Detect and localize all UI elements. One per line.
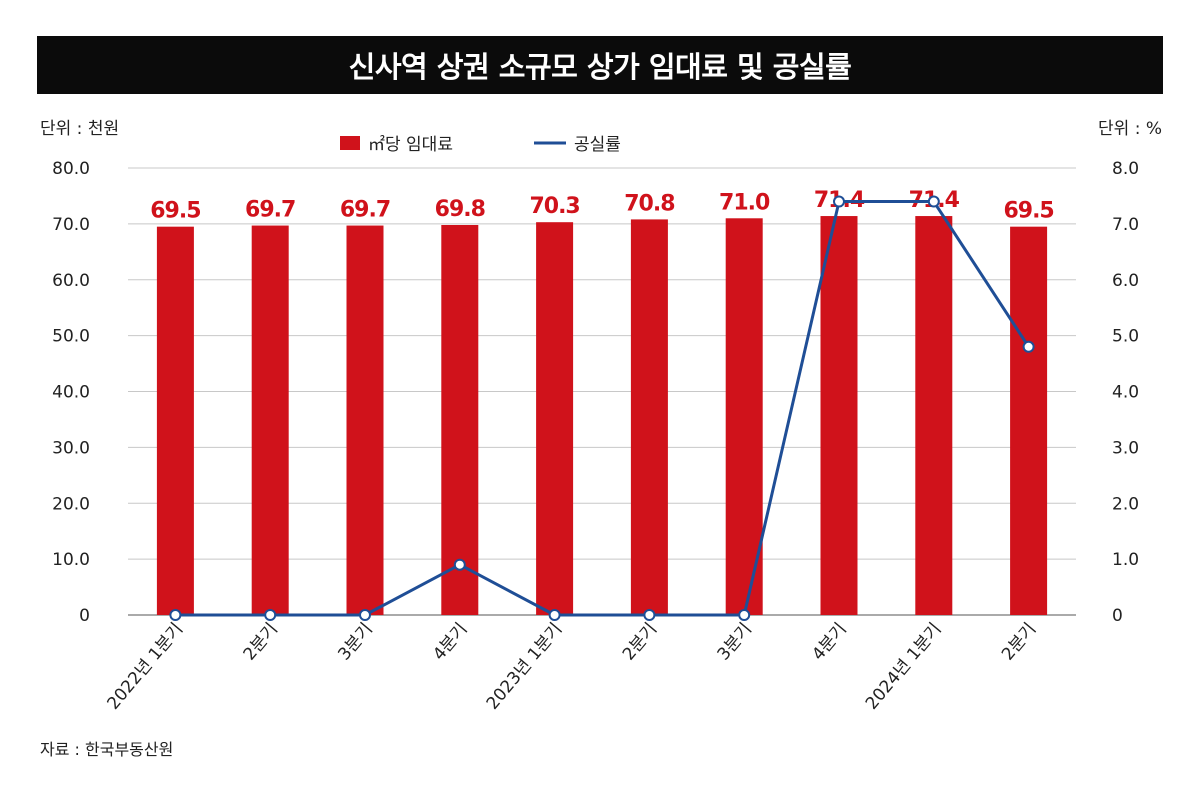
rent-bar: [346, 225, 384, 615]
left-tick-label: 50.0: [52, 327, 90, 347]
rent-data-label: 69.7: [245, 198, 295, 223]
legend-bar-swatch: [340, 136, 360, 150]
right-axis-ticks: 0 1.0 2.0 3.0 4.0 5.0 6.0 7.0 8.0: [1112, 159, 1139, 626]
left-tick-label: 70.0: [52, 215, 90, 235]
chart-title: 신사역 상권 소규모 상가 임대료 및 공실률: [348, 50, 852, 84]
rent-data-label: 69.5: [150, 199, 200, 224]
right-tick-label: 2.0: [1112, 494, 1139, 514]
right-tick-label: 0: [1112, 606, 1123, 626]
x-tick-label: 2분기: [619, 619, 661, 664]
left-axis-ticks: 0 10.0 20.0 30.0 40.0 50.0 60.0 70.0 80.0: [52, 159, 90, 626]
vacancy-point: [833, 195, 845, 208]
rent-data-label: 71.0: [719, 190, 770, 215]
rent-bar: [156, 226, 194, 615]
x-tick-label: 3분기: [334, 619, 376, 664]
x-tick-label: 2분기: [998, 619, 1040, 664]
vacancy-line: [175, 200, 1030, 617]
rent-data-label: 70.3: [529, 194, 579, 219]
x-tick-label: 2023년 1분기: [483, 619, 567, 713]
left-tick-label: 60.0: [52, 271, 90, 291]
rent-bar: [915, 216, 953, 616]
vacancy-point: [548, 609, 561, 621]
right-tick-label: 8.0: [1112, 159, 1139, 179]
right-tick-label: 3.0: [1112, 438, 1139, 458]
x-tick-label: 4분기: [808, 619, 850, 664]
vacancy-point: [738, 609, 751, 621]
rent-bar: [251, 225, 289, 615]
rent-bar: [536, 222, 574, 616]
left-tick-label: 20.0: [52, 494, 90, 514]
left-tick-label: 10.0: [52, 550, 90, 570]
right-tick-label: 6.0: [1112, 271, 1139, 291]
x-tick-label: 4분기: [429, 619, 471, 664]
right-tick-label: 5.0: [1112, 327, 1139, 347]
vacancy-point: [1022, 340, 1035, 353]
legend-bar-label: ㎡당 임대료: [368, 135, 453, 155]
right-tick-label: 7.0: [1112, 215, 1139, 235]
x-tick-label: 2024년 1분기: [862, 619, 946, 713]
x-tick-label: 2분기: [240, 619, 282, 664]
chart-title-bar: 신사역 상권 소규모 상가 임대료 및 공실률: [37, 36, 1163, 94]
source-note: 자료 : 한국부동산원: [40, 740, 174, 759]
left-tick-label: 40.0: [52, 383, 90, 403]
right-tick-label: 4.0: [1112, 383, 1139, 403]
vacancy-point: [927, 195, 940, 208]
rent-bar: [1010, 226, 1048, 615]
rent-bars: [156, 216, 1048, 616]
left-tick-label: 0: [79, 606, 90, 626]
vacancy-point: [169, 609, 182, 621]
vacancy-point: [453, 558, 466, 571]
rent-bar: [820, 216, 858, 616]
vacancy-point: [264, 609, 277, 621]
rent-data-label: 69.5: [1003, 199, 1053, 224]
x-axis-labels: 2022년 1분기 2분기 3분기 4분기 2023년 1분기 2분기 3분기 4분기 2024…: [104, 619, 1041, 713]
rent-bar: [725, 218, 763, 615]
right-tick-label: 1.0: [1112, 550, 1139, 570]
right-axis-unit: 단위 : %: [1098, 119, 1162, 139]
left-tick-label: 30.0: [52, 438, 90, 458]
rent-bar: [441, 224, 479, 615]
rent-data-label: 69.8: [435, 197, 485, 222]
x-tick-label: 3분기: [714, 619, 756, 664]
left-tick-label: 80.0: [52, 159, 90, 179]
rent-data-label: 69.7: [340, 198, 390, 223]
legend: ㎡당 임대료 공실률: [340, 135, 621, 155]
vacancy-point: [359, 609, 371, 621]
legend-line-label: 공실률: [574, 135, 621, 155]
vacancy-line-group: [169, 195, 1035, 621]
rent-data-label: 70.8: [624, 191, 674, 216]
x-tick-label: 2022년 1분기: [104, 619, 188, 713]
vacancy-point: [643, 609, 656, 621]
left-axis-unit: 단위 : 천원: [40, 119, 120, 139]
rent-bar: [630, 219, 668, 615]
